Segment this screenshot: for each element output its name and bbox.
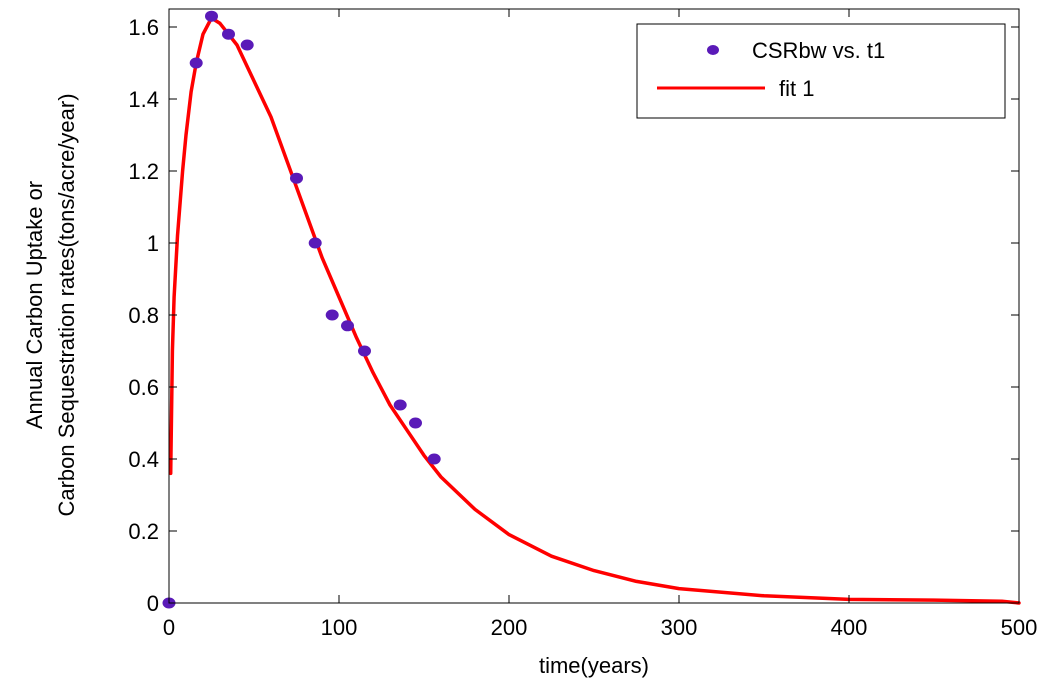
data-point — [409, 417, 422, 429]
y-tick-label: 0 — [147, 591, 159, 616]
data-point — [308, 237, 322, 249]
y-tick-label: 1 — [147, 231, 159, 256]
data-point — [240, 39, 254, 51]
legend-label-fit: fit 1 — [779, 76, 814, 101]
x-tick-label: 0 — [163, 615, 175, 640]
x-axis-label: time(years) — [539, 653, 649, 678]
legend: CSRbw vs. t1 fit 1 — [636, 23, 1006, 119]
data-point — [341, 320, 354, 332]
x-tick-label: 100 — [321, 615, 358, 640]
ticks-layer: 0 100 200 300 400 500 0 0.2 0.4 0.6 0.8 1 1.2 1.4 1.6 — [128, 9, 1037, 640]
fit-line — [168, 16, 1021, 605]
y-tick-label: 0.6 — [128, 375, 159, 400]
legend-marker-csrbw — [707, 45, 719, 55]
y-tick-label: 1.2 — [128, 159, 159, 184]
y-axis-label-line-1: Annual Carbon Uptake or — [22, 181, 47, 429]
data-point — [427, 453, 441, 465]
axes-box — [168, 8, 1020, 604]
y-tick-label: 1.6 — [128, 15, 159, 40]
y-tick-label: 0.8 — [128, 303, 159, 328]
y-tick-label: 1.4 — [128, 87, 159, 112]
y-tick-label: 0.4 — [128, 447, 159, 472]
x-tick-label: 300 — [661, 615, 698, 640]
x-tick-label: 500 — [1001, 615, 1038, 640]
legend-label-csrbw: CSRbw vs. t1 — [752, 38, 885, 63]
y-axis-label-line-2: Carbon Sequestration rates(tons/acre/yea… — [54, 93, 79, 516]
data-point — [325, 309, 339, 321]
data-point — [222, 28, 235, 40]
data-point — [393, 399, 407, 411]
data-point — [205, 10, 218, 22]
y-tick-label: 0.2 — [128, 519, 159, 544]
data-point — [358, 345, 371, 357]
x-tick-label: 200 — [491, 615, 528, 640]
legend-box — [636, 23, 1006, 119]
data-point — [189, 57, 203, 69]
data-point — [290, 172, 303, 184]
data-layer — [162, 10, 1021, 609]
x-tick-label: 400 — [831, 615, 868, 640]
